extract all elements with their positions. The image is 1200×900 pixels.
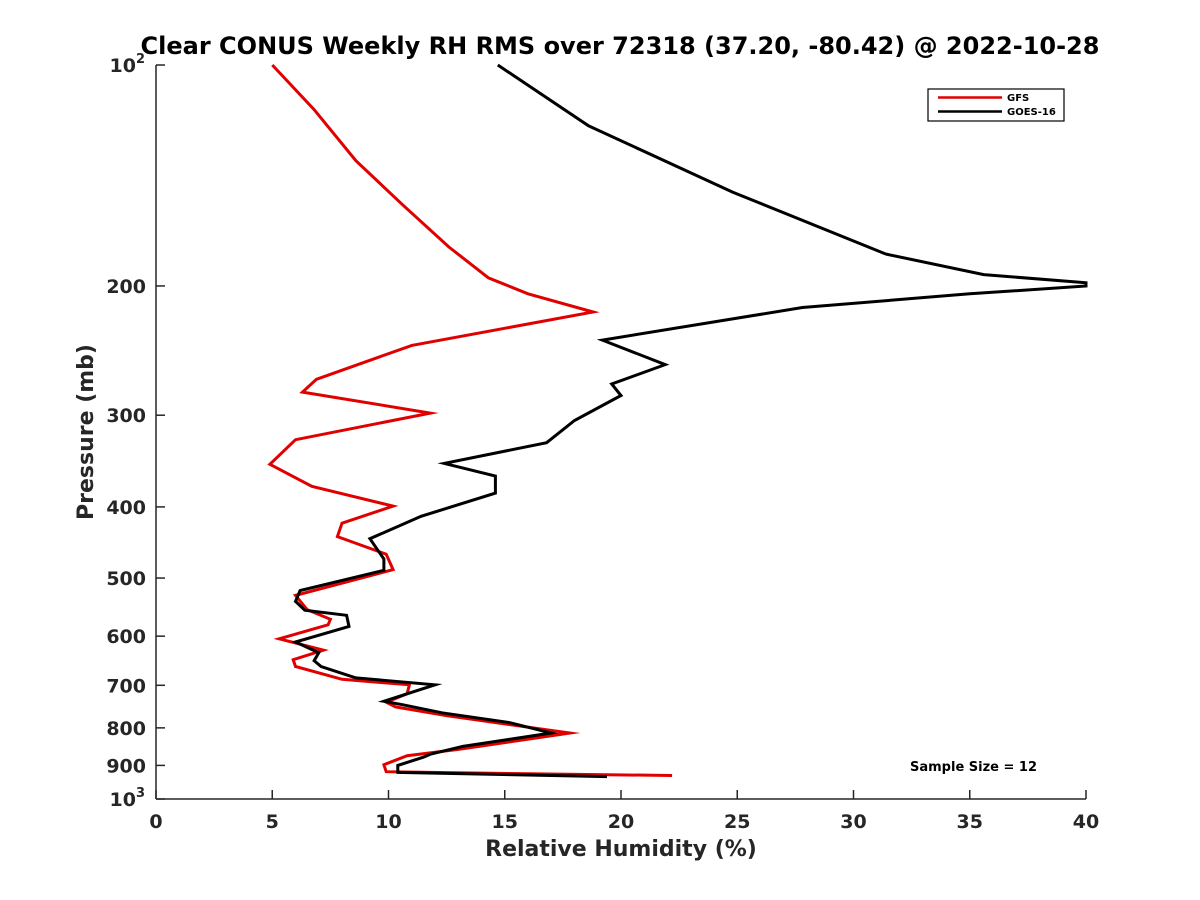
x-tick-label: 5 xyxy=(266,811,279,833)
legend-label-gfs: GFS xyxy=(1007,93,1029,104)
x-tick-label: 25 xyxy=(724,811,750,833)
x-tick-label: 30 xyxy=(840,811,866,833)
y-tick-label: 102 xyxy=(110,52,146,77)
y-tick-label: 200 xyxy=(106,276,146,298)
x-tick-label: 35 xyxy=(957,811,983,833)
legend-box xyxy=(927,88,1065,122)
y-tick-label: 800 xyxy=(106,718,146,740)
y-tick-label: 300 xyxy=(106,405,146,427)
y-tick-label: 400 xyxy=(106,497,146,519)
x-tick-label: 0 xyxy=(149,811,162,833)
series-line-goes-16 xyxy=(291,63,1088,779)
x-axis-ticks: 0 5 10 15 20 25 30 35 40 xyxy=(149,790,1099,833)
y-tick-label: 103 xyxy=(110,786,146,811)
y-axis-label: Pressure (mb) xyxy=(74,344,99,520)
y-tick-label: 700 xyxy=(106,675,146,697)
x-tick-label: 10 xyxy=(375,811,401,833)
plot-background xyxy=(156,65,1086,799)
legend-label-goes-16: GOES-16 xyxy=(1007,107,1056,118)
plot-area: 0 5 10 15 20 25 30 35 40 102 200 300 400 500 600 700 80… xyxy=(106,52,1099,833)
series-layer xyxy=(267,63,1088,779)
y-tick-label: 900 xyxy=(106,755,146,777)
x-axis-label: Relative Humidity (%) xyxy=(485,837,757,862)
y-axis-ticks: 102 200 300 400 500 600 700 800 900 103 xyxy=(106,52,165,811)
x-tick-label: 15 xyxy=(492,811,518,833)
chart-legend: GFS GOES-16 xyxy=(927,88,1065,122)
sample-size-annotation: Sample Size = 12 xyxy=(910,760,1037,775)
x-tick-label: 40 xyxy=(1073,811,1099,833)
y-tick-label: 500 xyxy=(106,568,146,590)
y-tick-label: 600 xyxy=(106,626,146,648)
chart-title: Clear CONUS Weekly RH RMS over 72318 (37… xyxy=(141,32,1100,60)
x-tick-label: 20 xyxy=(608,811,634,833)
